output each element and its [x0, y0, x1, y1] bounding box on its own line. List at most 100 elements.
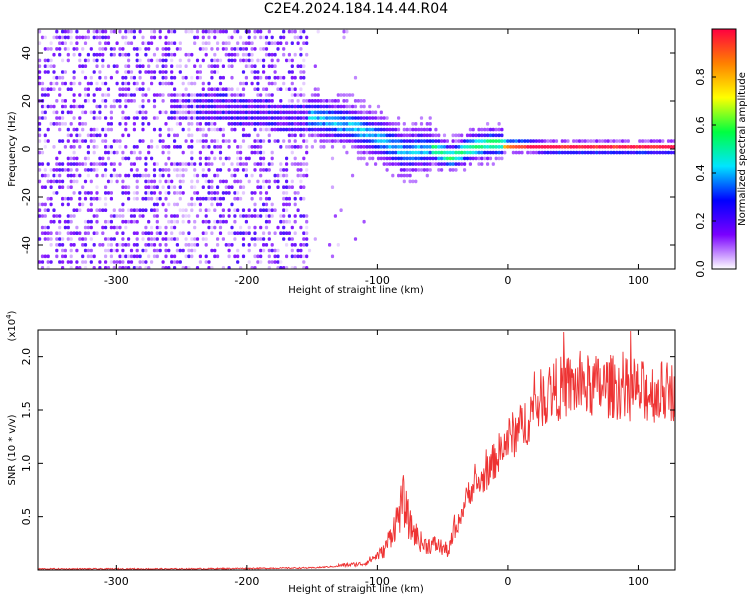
spectrogram-cell [560, 150, 564, 155]
spectrogram-cell [98, 162, 102, 166]
spectrogram-cell [230, 116, 234, 120]
spectrogram-cell [256, 58, 260, 63]
spectrogram-cell [138, 156, 142, 161]
spectrogram-cell [330, 185, 335, 189]
spectrogram-cell [230, 75, 234, 80]
spectrogram-cell [247, 110, 251, 115]
spectrogram-cell [121, 47, 125, 51]
spectrogram-cell [124, 191, 128, 195]
spectrogram-cell [296, 248, 300, 253]
spectrogram-cell [40, 254, 45, 259]
spectrogram-cell [247, 41, 251, 45]
spectrogram-cell [253, 75, 257, 80]
spectrogram-cell [339, 208, 343, 212]
spectrogram-cell [382, 139, 386, 143]
spectrogram-cell [305, 168, 309, 172]
spectrogram-cell [147, 185, 151, 189]
spectrogram-cell [144, 116, 148, 120]
spectrogram-cell [322, 127, 326, 132]
spectrogram-cell [348, 122, 352, 126]
spectrogram-cell [170, 116, 174, 120]
spectrogram-cell [141, 93, 145, 97]
spectrogram-cell [402, 122, 406, 126]
spectrogram-cell [290, 81, 294, 86]
x-tick-label: -300 [104, 575, 129, 588]
spectrogram-cell [371, 139, 375, 143]
spectrogram-cell [290, 185, 294, 189]
spectrogram-cell [78, 52, 82, 57]
spectrogram-cell [356, 139, 360, 143]
spectrogram-cell [72, 75, 76, 80]
spectrogram-cell [195, 122, 200, 126]
spectrogram-cell [193, 104, 197, 109]
spectrogram-cell [187, 214, 191, 218]
spectrogram-cell [239, 116, 243, 120]
spectrogram-cell [184, 87, 188, 91]
spectrogram-cell [672, 150, 675, 155]
spectrogram-cell [408, 139, 412, 143]
spectrogram-cell [600, 139, 605, 143]
spectrogram-cell [419, 162, 424, 166]
spectrogram-cell [534, 139, 538, 143]
spectrogram-cell [61, 81, 65, 86]
spectrogram-cell [204, 122, 208, 126]
spectrogram-cell [554, 150, 559, 155]
spectrogram-cell [241, 93, 246, 97]
spectrogram-cell [193, 168, 197, 172]
spectrogram-cell [66, 58, 70, 63]
spectrogram-cell [92, 139, 96, 143]
spectrogram-cell [43, 202, 47, 207]
spectrogram-cell [144, 231, 148, 235]
spectrogram-cell [83, 225, 88, 230]
spectrogram-cell [178, 99, 182, 103]
spectrogram-cell [408, 127, 412, 132]
spectrogram-cell [486, 150, 490, 155]
spectrogram-cell [124, 173, 128, 178]
spectrogram-cell [92, 58, 96, 63]
spectrogram-cell [109, 47, 113, 51]
spectrogram-cell [250, 52, 254, 57]
spectrogram-cell [236, 248, 240, 253]
spectrogram-cell [411, 127, 415, 132]
spectrogram-cell [198, 122, 202, 126]
spectrogram-cell [563, 145, 567, 149]
spectrogram-cell [158, 35, 162, 40]
spectrogram-cell [83, 237, 88, 241]
spectrogram-cell [173, 237, 177, 241]
spectrogram-cell [155, 116, 159, 120]
spectrogram-cell [262, 104, 266, 109]
spectrogram-cell [345, 104, 349, 109]
spectrogram-cell [184, 237, 188, 241]
spectrogram-cell [49, 196, 53, 201]
spectrogram-cell [201, 173, 205, 178]
spectrogram-cell [569, 145, 573, 149]
spectrogram-cell [112, 248, 116, 253]
spectrogram-cell [388, 133, 392, 138]
spectrogram-cell [285, 116, 289, 120]
spectrogram-cell [69, 133, 73, 138]
spectrogram-cell [124, 93, 128, 97]
spectrogram-cell [207, 104, 211, 109]
spectrogram-cell [83, 162, 88, 166]
spectrogram-cell [330, 116, 335, 120]
spectrogram-cell [296, 162, 300, 166]
spectrogram-cell [244, 64, 248, 68]
spectrogram-cell [419, 156, 424, 161]
spectrogram-cell [330, 127, 335, 132]
spectrogram-cell [75, 231, 79, 235]
spectrogram-cell [104, 162, 108, 166]
spectrogram-cell [181, 173, 185, 178]
spectrogram-cell [552, 145, 556, 149]
spectrogram-cell [221, 214, 225, 218]
spectrogram-cell [621, 139, 625, 143]
spectrogram-cell [236, 260, 240, 264]
spectrogram-cell [264, 99, 269, 103]
spectrogram-cell [221, 104, 225, 109]
spectrogram-cell [170, 104, 174, 109]
spectrogram-cell [230, 99, 234, 103]
spectrogram-cell [316, 127, 320, 132]
spectrogram-x-label: Height of straight line (km) [288, 285, 424, 296]
spectrogram-cell [89, 196, 93, 201]
spectrogram-cell [170, 58, 174, 63]
spectrogram-cell [276, 185, 280, 189]
